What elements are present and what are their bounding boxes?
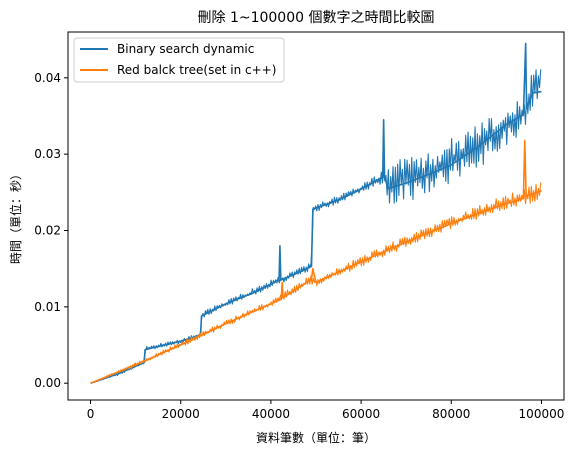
series-red-black-tree-line bbox=[90, 139, 542, 384]
x-tick-label: 80000 bbox=[432, 407, 470, 421]
y-axis: 0.00 0.01 0.02 0.03 0.04 bbox=[34, 71, 68, 390]
legend-label-red-black-tree: Red balck tree(set in c++) bbox=[117, 63, 276, 77]
x-axis: 0 20000 40000 60000 80000 100000 bbox=[87, 400, 565, 421]
chart-title: 刪除 1~100000 個數字之時間比較圖 bbox=[198, 10, 435, 26]
plot-frame bbox=[67, 31, 565, 401]
y-tick-label: 0.02 bbox=[34, 224, 61, 238]
y-tick-label: 0.03 bbox=[34, 147, 61, 161]
legend-box bbox=[73, 37, 285, 83]
y-tick-label: 0.04 bbox=[34, 71, 61, 85]
x-tick-label: 40000 bbox=[252, 407, 290, 421]
y-tick-label: 0.00 bbox=[34, 376, 61, 390]
series-binary-search-noise bbox=[90, 69, 542, 384]
series-layer bbox=[90, 42, 542, 384]
x-tick-label: 0 bbox=[87, 407, 95, 421]
x-tick-label: 100000 bbox=[519, 407, 565, 421]
x-tick-label: 20000 bbox=[162, 407, 200, 421]
x-axis-title: 資料筆數（單位：筆） bbox=[256, 430, 376, 445]
x-tick-label: 60000 bbox=[342, 407, 380, 421]
legend: Binary search dynamic Red balck tree(set… bbox=[73, 37, 285, 83]
legend-label-binary-search: Binary search dynamic bbox=[117, 42, 254, 56]
y-tick-label: 0.01 bbox=[34, 300, 61, 314]
y-axis-title: 時間（單位：秒） bbox=[8, 168, 23, 264]
